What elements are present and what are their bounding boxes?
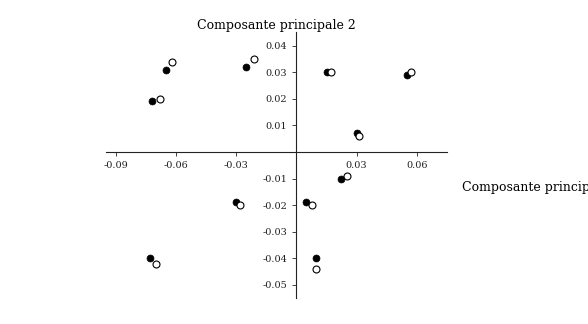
Text: Composante principale 2: Composante principale 2 xyxy=(197,19,356,32)
Text: Composante principale 1: Composante principale 1 xyxy=(462,181,588,194)
